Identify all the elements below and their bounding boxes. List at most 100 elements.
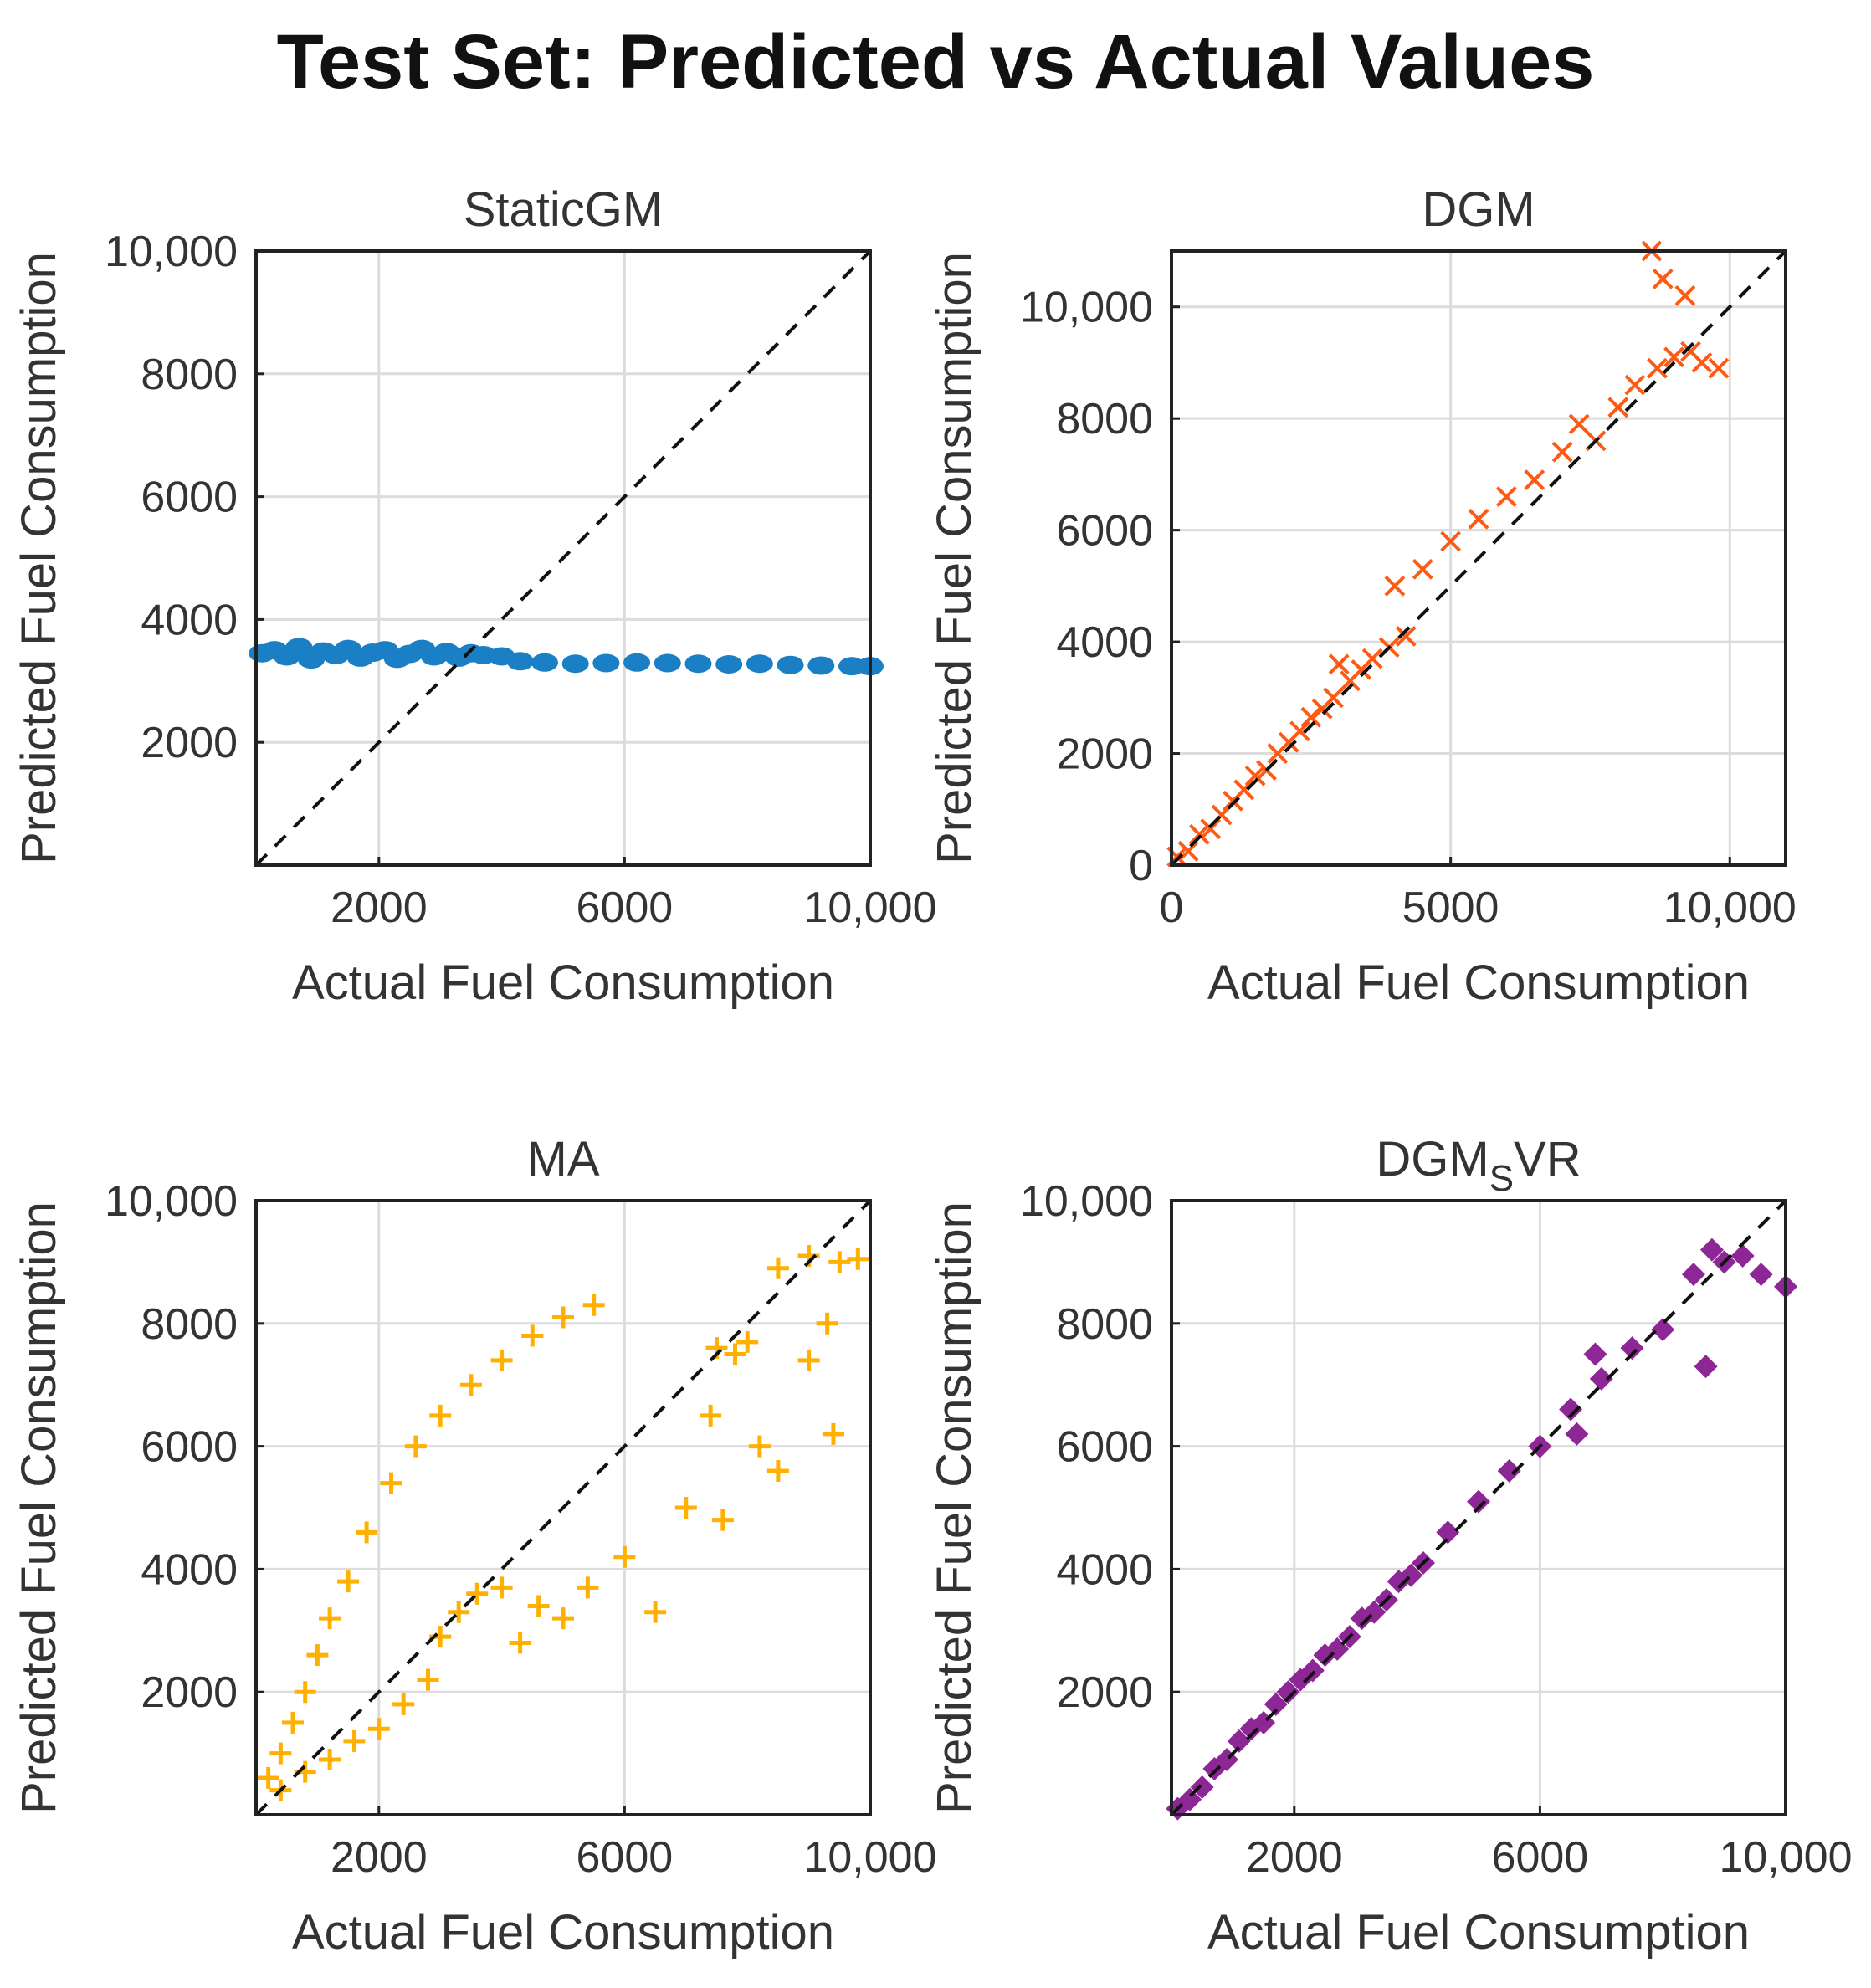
ma-point [527, 1595, 550, 1617]
dgm-point [1624, 374, 1646, 396]
ma-y-axis-label: Predicted Fuel Consumption [12, 1202, 66, 1814]
ma-y-tick-label: 4000 [141, 1545, 238, 1594]
ma-panel: 2000 6000 10,000 2000 4000 6000 8000 10,000 Actu… [12, 1132, 937, 1960]
ma-point [766, 1459, 789, 1482]
ma-point [448, 1601, 470, 1623]
ma-point [509, 1632, 531, 1654]
dgmsvr-y-tick-label: 10,000 [1020, 1177, 1153, 1226]
dgm-point [1691, 352, 1713, 373]
staticgm-reference-line [254, 249, 872, 867]
ma-point [466, 1582, 489, 1605]
dgm-y-axis-label: Predicted Fuel Consumption [927, 252, 982, 864]
dgm-y-tick-label: 2000 [1056, 730, 1153, 779]
staticgm-y-tick-label: 8000 [141, 351, 238, 399]
ma-point [337, 1570, 360, 1593]
ma-point [822, 1422, 844, 1445]
staticgm-point [654, 653, 681, 673]
ma-panel-title: MA [527, 1132, 600, 1186]
dgm-panel: 0 5000 10,000 0 2000 4000 6000 8000 10,000 Actual… [927, 182, 1797, 1010]
staticgm-panel-title: StaticGM [464, 182, 664, 237]
dgmsvr-panel-title: DGMSVR [1376, 1132, 1581, 1199]
ma-point [319, 1748, 341, 1770]
dgm-y-tick-label: 8000 [1056, 395, 1153, 443]
staticgm-points [249, 638, 884, 676]
staticgm-y-tick-label: 4000 [141, 596, 238, 644]
dgmsvr-reference-line [1170, 1199, 1787, 1816]
dgmsvr-point [1583, 1342, 1607, 1366]
ma-point [404, 1435, 427, 1458]
dgm-panel-title: DGM [1422, 182, 1535, 237]
ma-point [459, 1374, 482, 1396]
dgm-point [1300, 706, 1322, 728]
ma-point [582, 1294, 605, 1316]
ma-point [828, 1251, 851, 1273]
dgm-point [1524, 469, 1545, 490]
dgmsvr-y-tick-label: 4000 [1056, 1545, 1153, 1594]
dgmsvr-y-axis-label: Predicted Fuel Consumption [927, 1202, 982, 1814]
dgm-point [1244, 765, 1266, 786]
dgmsvr-x-tick-label: 2000 [1246, 1833, 1343, 1882]
dgm-y-tick-label: 10,000 [1020, 284, 1153, 332]
dgmsvr-y-tick-label: 6000 [1056, 1423, 1153, 1472]
staticgm-axes-frame [254, 249, 872, 867]
staticgm-point [506, 652, 534, 671]
dgmsvr-point [1565, 1422, 1589, 1446]
dgm-y-tick-label: 0 [1129, 842, 1153, 890]
ma-point [797, 1349, 820, 1371]
dgm-point [1177, 840, 1199, 862]
ma-point [700, 1404, 722, 1427]
ma-point [319, 1607, 341, 1630]
ma-point [724, 1343, 746, 1365]
dgm-point [1495, 486, 1517, 508]
dgmsvr-point [1559, 1397, 1583, 1422]
dgmsvr-point [1694, 1355, 1718, 1379]
dgm-point [1708, 357, 1730, 379]
staticgm-y-tick-label: 10,000 [105, 228, 238, 276]
ma-point [380, 1472, 402, 1494]
ma-point [748, 1435, 771, 1458]
ma-point [356, 1521, 378, 1544]
ma-reference-line [254, 1199, 872, 1816]
dgmsvr-point [1497, 1458, 1521, 1483]
dgm-x-tick-label: 10,000 [1663, 884, 1797, 932]
ma-point [490, 1349, 513, 1371]
dgm-point [1289, 720, 1310, 742]
dgmsvr-axes-frame [1170, 1199, 1787, 1816]
ma-point [552, 1306, 574, 1329]
ma-point [294, 1681, 316, 1704]
staticgm-x-tick-label: 10,000 [803, 884, 936, 932]
dgm-point [1361, 648, 1383, 669]
dgm-point [1233, 779, 1255, 801]
dgm-point [1674, 284, 1696, 306]
dgm-point [1440, 530, 1462, 552]
dgm-point [1568, 413, 1590, 435]
dgmsvr-point [1264, 1692, 1288, 1716]
dgmsvr-point [1190, 1775, 1214, 1799]
dgmsvr-y-tick-label: 2000 [1056, 1668, 1153, 1717]
dgm-point [1663, 346, 1684, 368]
ma-points [257, 1245, 869, 1801]
staticgm-point [777, 655, 804, 674]
dgmsvr-x-tick-label: 6000 [1492, 1833, 1589, 1882]
dgmsvr-point [1436, 1520, 1460, 1545]
dgmsvr-point [1749, 1263, 1773, 1287]
dgm-reference-line [1170, 249, 1787, 867]
dgm-point [1323, 687, 1344, 709]
ma-point [257, 1766, 279, 1789]
staticgm-point [684, 654, 712, 674]
ma-x-tick-label: 2000 [331, 1833, 428, 1882]
ma-point [816, 1312, 838, 1335]
dgm-x-tick-label: 0 [1160, 884, 1184, 932]
dgm-point [1652, 268, 1674, 289]
dgm-x-tick-label: 5000 [1402, 884, 1499, 932]
ma-x-axis-label: Actual Fuel Consumption [292, 1905, 834, 1960]
dgm-point [1647, 357, 1668, 379]
dgmsvr-point [1178, 1787, 1202, 1811]
ma-point [577, 1576, 599, 1599]
dgm-points [1166, 240, 1730, 868]
dgm-axes-frame [1170, 249, 1787, 867]
ma-point [367, 1718, 390, 1740]
dgmsvr-panel: 2000 6000 10,000 2000 4000 6000 8000 10,000 Actu… [927, 1132, 1853, 1960]
dgm-y-tick-label: 6000 [1056, 507, 1153, 556]
